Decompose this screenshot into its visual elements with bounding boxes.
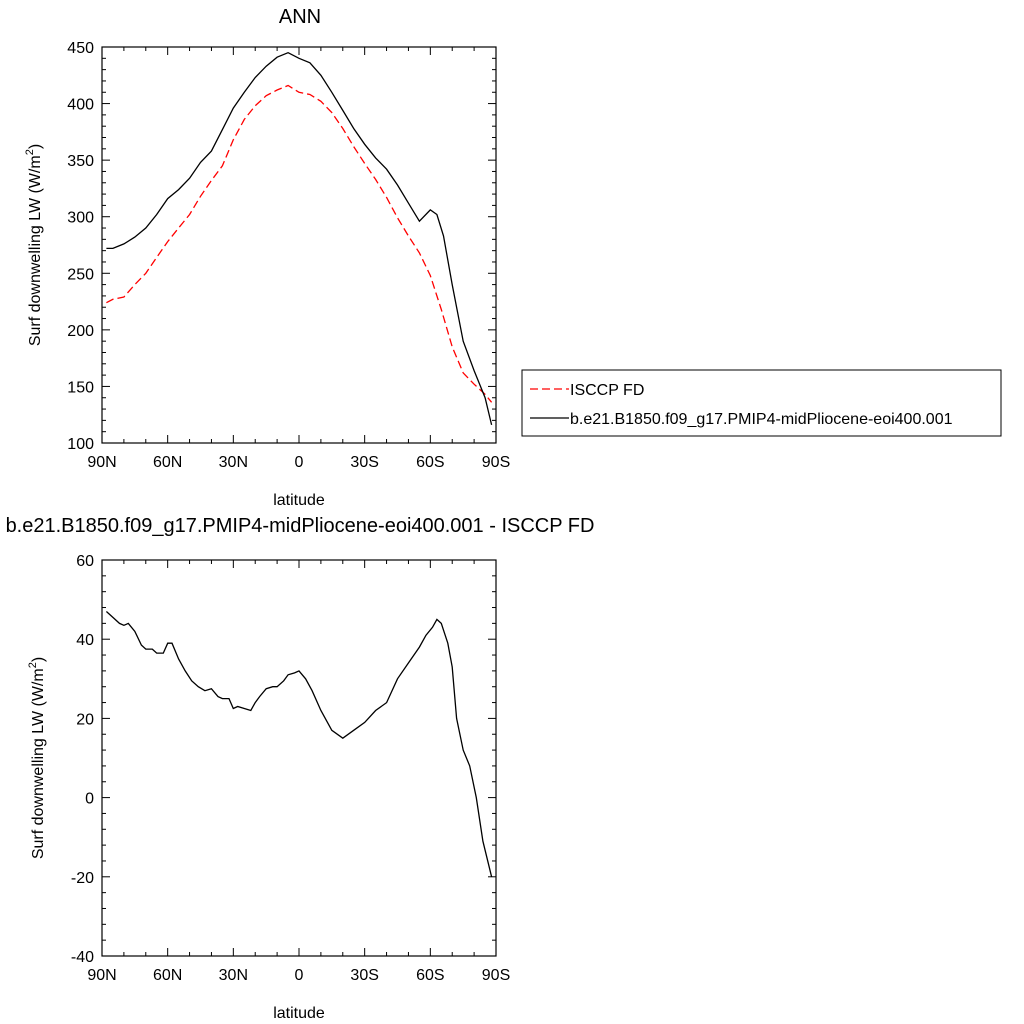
x-tick-label: 0: [295, 454, 304, 471]
y-tick-label: 250: [67, 266, 94, 283]
x-tick-label: 90S: [482, 454, 510, 471]
x-tick-label: 90N: [87, 454, 116, 471]
chart-title: b.e21.B1850.f09_g17.PMIP4-midPliocene-eo…: [6, 515, 595, 537]
x-tick-label: 30S: [350, 454, 378, 471]
y-tick-label: 200: [67, 323, 94, 340]
y-tick-label: 150: [67, 379, 94, 396]
x-tick-label: 90S: [482, 967, 510, 984]
y-tick-label: 60: [76, 553, 94, 570]
series-line-1: [106, 84, 493, 403]
chart-title: ANN: [279, 6, 321, 28]
x-tick-label: 30S: [350, 967, 378, 984]
chart-panel-1: ANN 90N 60N 30N 0 30S 60S 90S 100 150 200 250 300 350…: [24, 6, 510, 509]
y-tick-label: 40: [76, 632, 94, 649]
y-tick-label: 400: [67, 97, 94, 114]
x-tick-label: 0: [295, 967, 304, 984]
x-axis-label: latitude: [273, 492, 325, 509]
y-axis-label: Surf downwelling LW (W/m2): [24, 144, 44, 346]
y-tick-label: -20: [71, 870, 94, 887]
x-tick-label: 30N: [219, 967, 248, 984]
x-tick-label: 30N: [219, 454, 248, 471]
y-tick-label: -40: [71, 949, 94, 966]
y-tick-label: 300: [67, 210, 94, 227]
y-tick-label: 0: [85, 791, 94, 808]
x-tick-label: 60N: [153, 454, 182, 471]
x-tick-label: 90N: [87, 967, 116, 984]
y-axis-label: Surf downwelling LW (W/m2): [27, 657, 47, 859]
y-tick-label: 350: [67, 153, 94, 170]
x-tick-label: 60N: [153, 967, 182, 984]
x-axis-label: latitude: [273, 1005, 325, 1022]
plot-frame: [101, 46, 497, 444]
y-tick-label: 20: [76, 711, 94, 728]
chart-panel-2: b.e21.B1850.f09_g17.PMIP4-midPliocene-eo…: [6, 515, 595, 1022]
y-tick-label: 100: [67, 436, 94, 453]
legend-label: b.e21.B1850.f09_g17.PMIP4-midPliocene-eo…: [570, 411, 953, 428]
legend-box: [521, 369, 1002, 437]
x-tick-label: 60S: [416, 967, 444, 984]
legend-label: ISCCP FD: [570, 382, 644, 399]
y-tick-label: 450: [67, 40, 94, 57]
x-tick-label: 60S: [416, 454, 444, 471]
legend: ISCCP FD b.e21.B1850.f09_g17.PMIP4-midPli…: [521, 369, 1002, 437]
series-line-2: [106, 51, 493, 426]
series-line-1: [105, 611, 493, 877]
